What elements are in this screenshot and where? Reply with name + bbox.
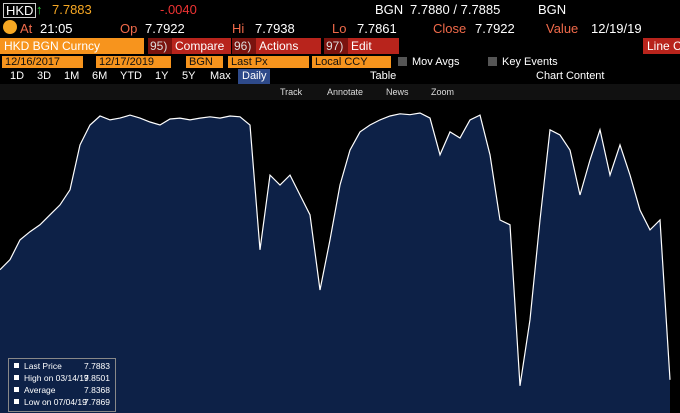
button-number[interactable]: 97): [324, 38, 348, 54]
frequency[interactable]: Daily: [238, 69, 271, 84]
legend-swatch: [14, 363, 19, 368]
legend-label: Last Price: [24, 361, 62, 371]
table-button[interactable]: Table: [370, 70, 397, 82]
arrow: ↑: [36, 2, 43, 17]
stat-value: 7.7922: [145, 21, 185, 36]
tool-button[interactable]: Zoom: [431, 87, 455, 97]
stat-label: Value: [546, 21, 579, 36]
button[interactable]: Compare: [172, 38, 231, 54]
period-button[interactable]: 6M: [92, 70, 108, 82]
button[interactable]: Edit: [348, 38, 399, 54]
source[interactable]: BGN: [186, 56, 223, 68]
currency[interactable]: Local CCY: [312, 56, 391, 68]
button-number[interactable]: 95): [148, 38, 172, 54]
period-button[interactable]: YTD: [120, 70, 142, 82]
period-button[interactable]: 1M: [64, 70, 80, 82]
change: -.0040: [160, 2, 197, 17]
button-number[interactable]: 96): [232, 38, 256, 54]
clock-icon: [3, 20, 17, 34]
start-date[interactable]: 12/16/2017: [2, 56, 83, 68]
price-line: [0, 112, 671, 386]
end-date[interactable]: 12/17/2019: [96, 56, 171, 68]
stat-label: Op: [120, 21, 138, 36]
period-button[interactable]: Max: [210, 70, 231, 82]
ticker: HKD: [3, 3, 37, 18]
stat-label: Lo: [332, 21, 347, 36]
legend-box: [8, 358, 116, 412]
legend-value: 7.8368: [84, 385, 110, 395]
stat-value: 12/19/19: [591, 21, 642, 36]
area-fill: [0, 113, 670, 413]
security-field[interactable]: HKD BGN Curncy: [0, 38, 144, 54]
legend-value: 7.7883: [84, 361, 110, 371]
price: 7.7883: [52, 2, 92, 17]
stat-value: 7.7922: [475, 21, 515, 36]
stat-value: 7.7938: [255, 21, 295, 36]
key-events[interactable]: Key Events: [502, 56, 558, 68]
tool-button[interactable]: News: [386, 87, 409, 97]
stat-label: At: [20, 21, 33, 36]
period-button[interactable]: 1Y: [155, 70, 169, 82]
stat-label: Close: [433, 21, 467, 36]
mov-avgs[interactable]: Mov Avgs: [412, 56, 460, 68]
legend-value: 7.8501: [84, 373, 110, 383]
chart: [0, 112, 671, 413]
field[interactable]: Last Px: [228, 56, 309, 68]
bid-ask: 7.7880 / 7.7885: [410, 2, 501, 17]
legend-swatch: [14, 387, 19, 392]
chart-type[interactable]: Line C: [643, 38, 680, 54]
checkbox[interactable]: [488, 57, 497, 66]
period-button[interactable]: 5Y: [182, 70, 196, 82]
chart-content[interactable]: Chart Content: [536, 70, 605, 82]
legend-label: Average: [24, 385, 56, 395]
button[interactable]: Actions: [256, 38, 321, 54]
period-button[interactable]: 3D: [37, 70, 52, 82]
legend-value: 7.7869: [84, 397, 110, 407]
ask-source: BGN: [538, 2, 567, 17]
tool-button[interactable]: Track: [280, 87, 303, 97]
stat-label: Hi: [232, 21, 245, 36]
stat-value: 21:05: [40, 21, 73, 36]
checkbox[interactable]: [398, 57, 407, 66]
bid-source: BGN: [375, 2, 404, 17]
tool-bar: [0, 84, 680, 100]
legend-label: Low on 07/04/19: [24, 397, 87, 407]
legend-swatch: [14, 399, 19, 404]
legend-swatch: [14, 375, 19, 380]
period-button[interactable]: 1D: [10, 70, 25, 82]
legend-label: High on 03/14/19: [24, 373, 89, 383]
tool-button[interactable]: Annotate: [327, 87, 364, 97]
stat-value: 7.7861: [357, 21, 397, 36]
